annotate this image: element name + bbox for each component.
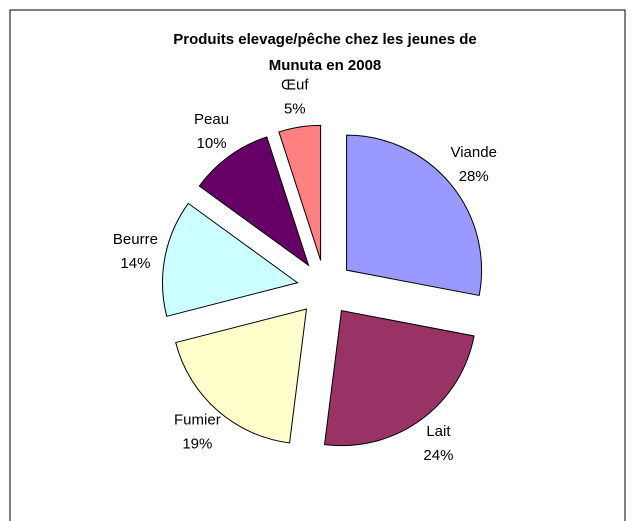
pie-slice xyxy=(175,308,308,444)
slice-label: Œuf xyxy=(281,76,309,93)
pie-slice xyxy=(162,202,299,317)
slice-value-label: 19% xyxy=(182,436,212,453)
pie-slice xyxy=(198,136,310,267)
pie-slice xyxy=(346,134,483,297)
slice-label: Viande xyxy=(450,144,496,161)
slice-value-label: 10% xyxy=(197,135,227,152)
slice-label: Lait xyxy=(426,423,451,440)
slice-label: Beurre xyxy=(113,231,158,248)
slice-value-label: 24% xyxy=(423,447,453,464)
pie-slice xyxy=(278,124,322,261)
chart-frame xyxy=(9,9,626,521)
slice-value-label: 5% xyxy=(284,100,306,117)
pie-slice xyxy=(323,310,475,447)
slice-label: Fumier xyxy=(174,412,221,429)
chart-title: Produits elevage/pêche chez les jeunes d… xyxy=(173,31,476,74)
slice-value-label: 14% xyxy=(120,255,150,272)
slice-label: Peau xyxy=(194,111,229,128)
slice-value-label: 28% xyxy=(459,168,489,185)
